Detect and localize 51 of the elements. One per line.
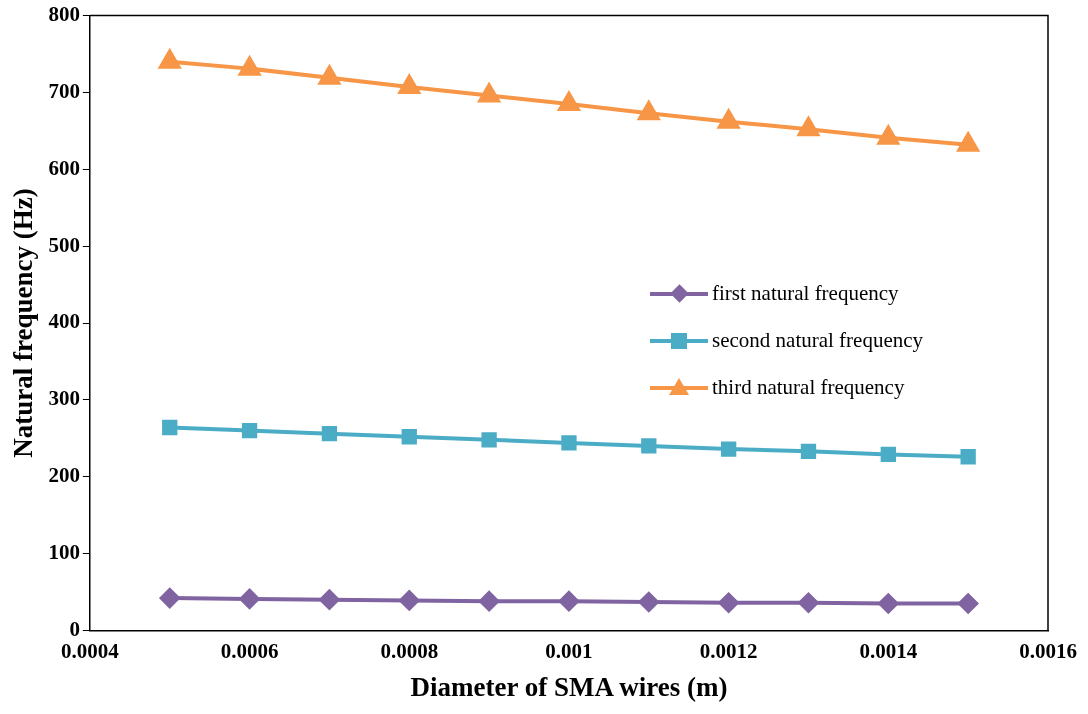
point — [716, 107, 741, 129]
point — [159, 588, 180, 609]
point — [800, 443, 817, 459]
point — [319, 589, 340, 610]
point — [641, 438, 657, 454]
point — [399, 590, 420, 611]
point — [878, 593, 899, 614]
x-tick-label: 0.0012 — [699, 639, 758, 664]
point — [162, 419, 178, 436]
point — [956, 130, 981, 152]
point — [321, 426, 338, 442]
x-tick-label: 0.0004 — [61, 639, 120, 664]
x-tick-label: 0.0008 — [380, 639, 439, 664]
y-tick-label: 400 — [48, 309, 80, 334]
point — [479, 591, 500, 612]
point — [317, 63, 342, 85]
point — [157, 47, 182, 69]
point — [797, 117, 820, 137]
point — [558, 591, 579, 612]
y-axis-title: Natural frequency (Hz) — [8, 188, 39, 458]
point — [401, 429, 417, 445]
y-tick-label: 500 — [48, 232, 80, 257]
point — [876, 123, 901, 145]
y-tick-label: 200 — [48, 463, 80, 488]
point — [720, 441, 737, 457]
point — [481, 432, 497, 448]
point — [880, 446, 896, 463]
point — [239, 588, 260, 609]
x-tick-label: 0.001 — [545, 639, 593, 664]
y-tick-label: 700 — [48, 78, 80, 103]
point — [561, 435, 577, 451]
legend-label: first natural frequency — [712, 281, 899, 306]
point — [718, 592, 739, 613]
x-tick-label: 0.0014 — [859, 639, 918, 664]
legend-label: third natural frequency — [712, 375, 905, 400]
point — [237, 54, 262, 76]
x-tick-label: 0.0016 — [1019, 639, 1077, 664]
point — [958, 593, 979, 614]
point — [960, 449, 976, 465]
y-tick-label: 600 — [48, 155, 80, 180]
point — [241, 422, 258, 439]
x-tick-label: 0.0006 — [220, 639, 279, 664]
point — [638, 591, 659, 612]
y-tick-label: 0 — [69, 616, 80, 641]
x-axis-title: Diameter of SMA wires (m) — [410, 671, 728, 702]
point — [798, 592, 819, 613]
y-tick-label: 100 — [48, 539, 80, 564]
y-tick-label: 800 — [48, 2, 80, 27]
point — [477, 81, 502, 103]
y-tick-label: 300 — [48, 386, 80, 411]
legend-label: second natural frequency — [712, 328, 924, 353]
